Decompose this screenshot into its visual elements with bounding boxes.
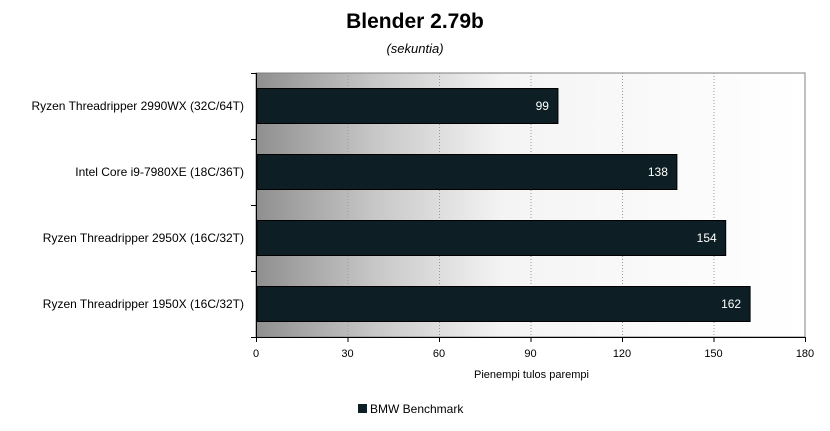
category-label: Ryzen Threadripper 1950X (16C/32T) [43,297,244,311]
bar-value-label: 99 [536,99,550,113]
chart-subtitle: (sekuntia) [386,41,444,56]
x-axis-label: Pienempi tulos parempi [474,369,589,381]
x-tick-label: 180 [796,348,814,360]
bar-value-label: 138 [648,165,668,179]
category-label: Intel Core i9-7980XE (18C/36T) [75,165,244,179]
x-tick-label: 90 [524,348,536,360]
category-label: Ryzen Threadripper 2950X (16C/32T) [43,231,244,245]
bar [256,220,727,256]
bar [256,88,559,124]
bar [256,154,678,190]
legend-swatch [358,404,367,413]
x-tick-label: 150 [704,348,722,360]
bar [256,286,751,322]
x-tick-label: 60 [433,348,445,360]
bar-value-label: 154 [697,231,717,245]
legend-label: BMW Benchmark [370,402,464,416]
x-tick-label: 120 [613,348,631,360]
bar-value-label: 162 [721,297,741,311]
chart-title: Blender 2.79b [346,10,484,33]
x-tick-label: 0 [253,348,259,360]
category-label: Ryzen Threadripper 2990WX (32C/64T) [31,99,244,113]
x-tick-label: 30 [341,348,353,360]
